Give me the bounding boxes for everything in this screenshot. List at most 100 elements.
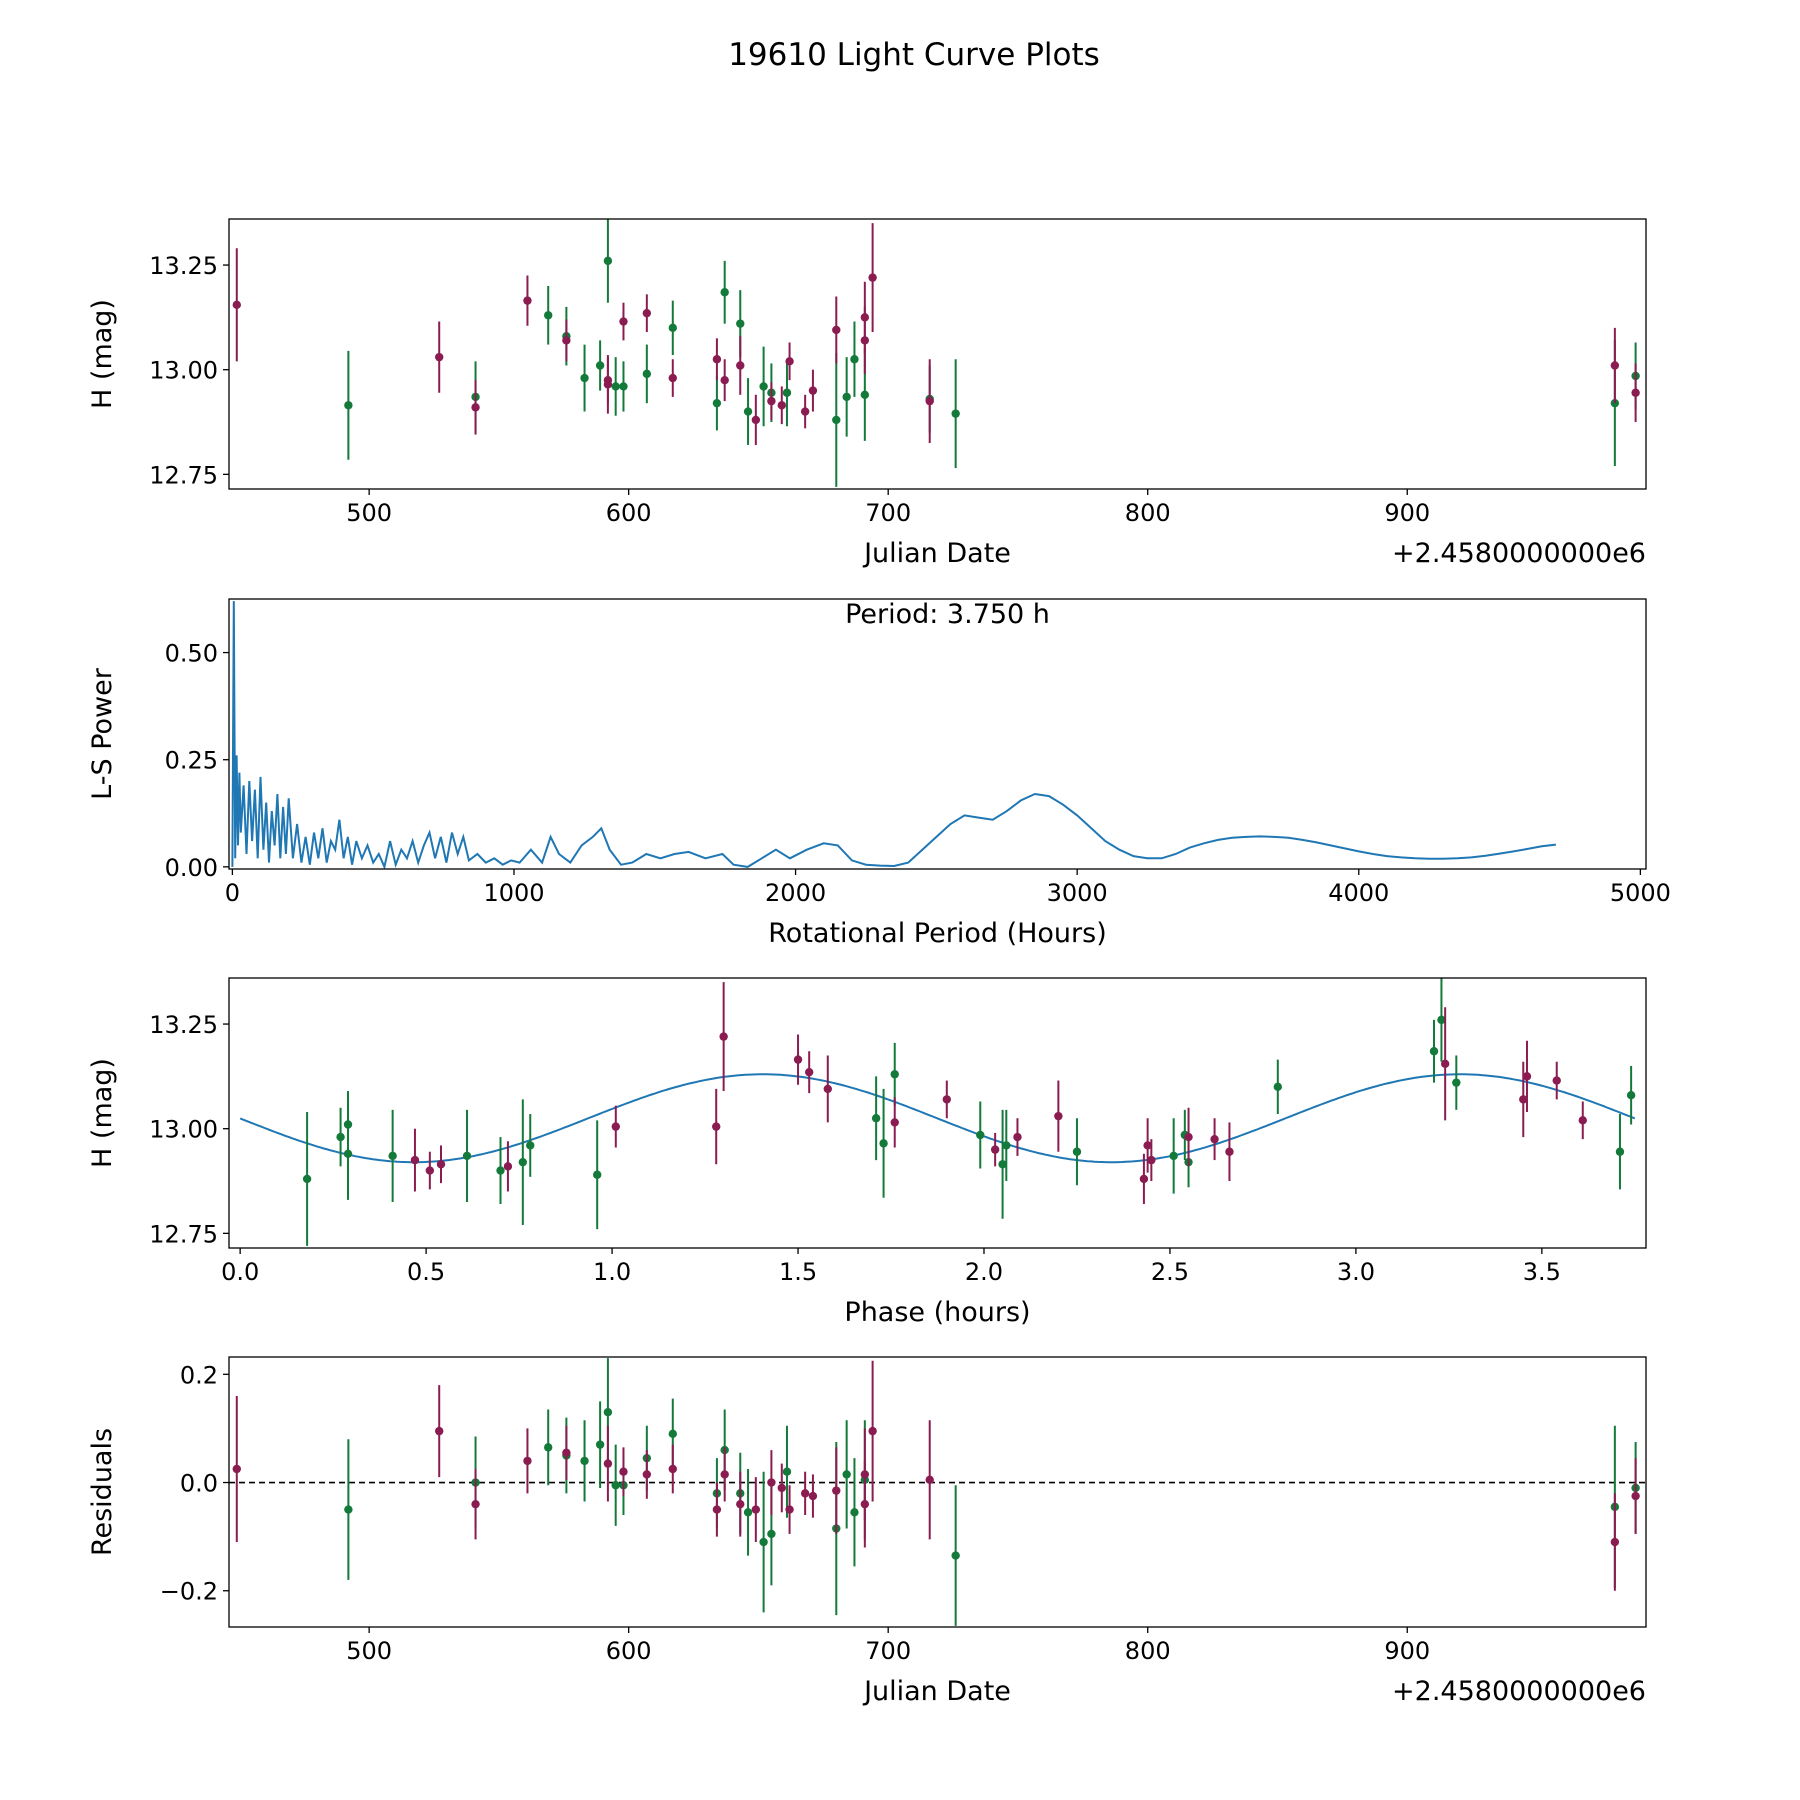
y-tick-label: 13.00 — [149, 357, 218, 385]
data-point — [435, 1427, 443, 1435]
y-tick-label: 12.75 — [149, 1220, 218, 1248]
data-point — [805, 1068, 813, 1076]
data-point — [832, 326, 840, 334]
data-point — [809, 386, 817, 394]
data-point — [544, 311, 552, 319]
data-point — [1147, 1156, 1155, 1164]
data-point — [1579, 1116, 1587, 1124]
y-axis-label: Residuals — [87, 1428, 118, 1556]
data-point — [872, 1114, 880, 1122]
data-point — [752, 1505, 760, 1513]
data-point — [669, 1465, 677, 1473]
figure-title: 19610 Light Curve Plots — [728, 37, 1100, 73]
data-point — [344, 401, 352, 409]
data-point — [611, 1481, 619, 1489]
data-point — [891, 1070, 899, 1078]
x-axis-label: Julian Date — [862, 1676, 1011, 1707]
x-tick-label: 800 — [1125, 499, 1171, 527]
data-point — [868, 1427, 876, 1435]
data-point — [504, 1162, 512, 1170]
data-point — [759, 382, 767, 390]
y-tick-label: 12.75 — [149, 461, 218, 489]
data-point — [720, 288, 728, 296]
x-tick-label: 3.0 — [1337, 1258, 1375, 1286]
data-point — [1210, 1135, 1218, 1143]
plot-area — [232, 601, 1556, 867]
chart-ls: 0 1000 2000 3000 4000 5000 0.00 0.25 0.50 Rotatio… — [87, 599, 1671, 949]
plot-area — [240, 978, 1635, 1246]
data-point — [471, 403, 479, 411]
data-point — [794, 1055, 802, 1063]
data-point — [437, 1160, 445, 1168]
data-point — [767, 1478, 775, 1486]
data-point — [344, 1150, 352, 1158]
data-point — [1627, 1091, 1635, 1099]
data-point — [842, 1470, 850, 1478]
data-point — [801, 407, 809, 415]
data-point — [523, 296, 531, 304]
data-point — [891, 1118, 899, 1126]
y-tick-label: 13.00 — [149, 1116, 218, 1144]
data-point — [562, 336, 570, 344]
x-tick-label: 1.0 — [593, 1258, 631, 1286]
x-tick-label: 900 — [1384, 1637, 1430, 1665]
y-axis-label: H (mag) — [87, 299, 118, 409]
data-point — [669, 324, 677, 332]
series-green — [303, 978, 1635, 1246]
data-point — [759, 1538, 767, 1546]
data-point — [612, 1122, 620, 1130]
axes-frame — [229, 978, 1646, 1248]
axes-frame — [229, 1357, 1646, 1627]
data-point — [344, 1505, 352, 1513]
data-point — [496, 1166, 504, 1174]
x-tick-label: 900 — [1384, 499, 1430, 527]
y-tick-label: 13.25 — [149, 252, 218, 280]
data-point — [976, 1131, 984, 1139]
x-axis-label: Julian Date — [862, 538, 1011, 569]
power-line — [232, 601, 1556, 867]
data-point — [868, 273, 876, 281]
data-point — [593, 1171, 601, 1179]
data-point — [1430, 1047, 1438, 1055]
data-point — [767, 397, 775, 405]
data-point — [824, 1085, 832, 1093]
data-point — [1616, 1148, 1624, 1156]
data-point — [1054, 1112, 1062, 1120]
data-point — [767, 1530, 775, 1538]
data-point — [785, 1505, 793, 1513]
data-point — [1002, 1141, 1010, 1149]
data-point — [669, 374, 677, 382]
data-point — [1169, 1152, 1177, 1160]
period-annotation: Period: 3.750 h — [845, 599, 1050, 630]
x-tick-label: 0.0 — [221, 1258, 259, 1286]
data-point — [832, 416, 840, 424]
data-point — [596, 361, 604, 369]
data-point — [463, 1152, 471, 1160]
series-red — [411, 982, 1587, 1204]
y-tick-label: 0.0 — [180, 1470, 218, 1498]
chart-resid: 500 600 700 800 900−0.20.00.2Julian DateResi… — [87, 1357, 1646, 1707]
data-point — [604, 1408, 612, 1416]
y-tick-label: 0.2 — [180, 1361, 218, 1389]
plot-area — [233, 219, 1640, 487]
x-tick-label: 500 — [346, 499, 392, 527]
data-point — [523, 1457, 531, 1465]
fit-curve — [240, 1074, 1635, 1162]
x-tick-label: 700 — [865, 1637, 911, 1665]
y-axis-label: H (mag) — [87, 1058, 118, 1168]
data-point — [832, 1486, 840, 1494]
data-point — [783, 389, 791, 397]
data-point — [713, 1505, 721, 1513]
data-point — [544, 1443, 552, 1451]
x-tick-label: 1000 — [483, 879, 544, 907]
data-point — [785, 357, 793, 365]
data-point — [1073, 1148, 1081, 1156]
data-point — [736, 319, 744, 327]
data-point — [1140, 1175, 1148, 1183]
x-offset-label: +2.4580000000e6 — [1392, 538, 1646, 569]
data-point — [596, 1440, 604, 1448]
figure: 19610 Light Curve Plots 500 600 700 800 9001… — [0, 0, 1800, 1800]
data-point — [842, 393, 850, 401]
data-point — [713, 399, 721, 407]
data-point — [926, 1476, 934, 1484]
